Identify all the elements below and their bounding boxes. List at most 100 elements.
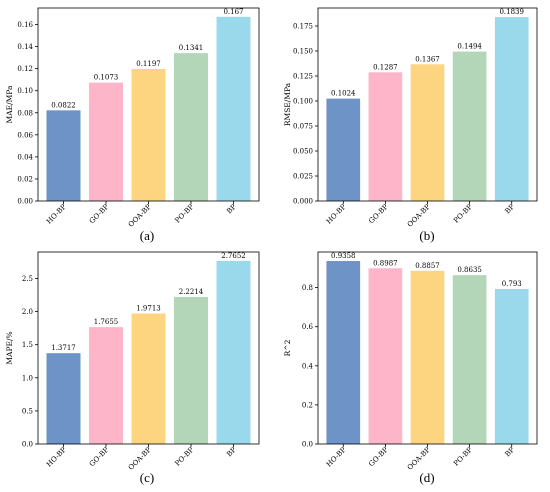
x-tick-label: OOA-BP (406, 446, 432, 472)
x-tick-label: BP (504, 446, 517, 459)
data-label: 0.1197 (136, 60, 161, 68)
panel-label: (c) (140, 470, 154, 485)
y-tick-label: 0.0 (302, 441, 313, 449)
y-tick-label: 1.5 (22, 341, 33, 349)
bar-ho-bp (326, 261, 361, 444)
bar-bp (216, 260, 251, 444)
x-tick-label: GO-BP (88, 203, 111, 226)
x-tick-label: PO-BP (174, 446, 196, 468)
y-tick-label: 0.000 (293, 198, 313, 206)
y-tick-label: 0.00 (17, 198, 33, 206)
y-tick-label: 0.4 (302, 362, 314, 370)
y-tick-label: 0.025 (293, 173, 313, 181)
data-label: 0.1367 (415, 55, 440, 63)
data-label: 0.1839 (499, 8, 524, 16)
bar-ho-bp (46, 110, 81, 201)
x-tick-label: HO-BP (45, 203, 68, 226)
data-label: 1.9713 (136, 304, 161, 312)
y-tick-label: 0.04 (17, 153, 33, 161)
data-label: 0.8857 (415, 262, 440, 270)
data-label: 0.0822 (51, 101, 76, 109)
y-tick-label: 0.175 (293, 23, 313, 31)
y-tick-label: 0.5 (22, 407, 33, 415)
y-tick-label: 0.12 (17, 65, 33, 73)
bar-po-bp (452, 275, 487, 444)
bar-ooa-bp (131, 313, 166, 444)
data-label: 0.1024 (331, 90, 356, 98)
x-tick-label: BP (225, 446, 238, 459)
y-tick-label: 0.10 (17, 87, 33, 95)
y-tick-label: 0.16 (17, 21, 33, 29)
bar-bp (494, 17, 529, 201)
y-tick-label: 0.8 (302, 284, 313, 292)
x-tick-label: BP (504, 203, 517, 216)
data-label: 0.9358 (331, 252, 356, 260)
y-axis-label: MAE/MPa (5, 85, 14, 123)
y-tick-label: 0.14 (17, 43, 33, 51)
data-label: 2.2214 (179, 288, 204, 296)
x-tick-label: HO-BP (325, 446, 348, 469)
bar-go-bp (368, 268, 403, 444)
chart-panel-2: 1.3717 HO-BP 1.7655 GO-BP 1.9713 OOA-BP 2.2214… (5, 251, 260, 485)
x-tick-label: GO-BP (367, 203, 390, 226)
chart-panel-0: 0.0822 HO-BP 0.1073 GO-BP 0.1197 OOA-BP 0.1341… (5, 7, 260, 243)
y-axis-label: MAPE/% (5, 331, 14, 364)
bar-ho-bp (46, 353, 81, 444)
data-label: 0.1073 (94, 74, 119, 82)
bar-go-bp (368, 72, 403, 201)
bar-po-bp (452, 51, 487, 201)
y-tick-label: 0.2 (302, 401, 313, 409)
y-tick-label: 2.0 (22, 308, 33, 316)
data-label: 0.8987 (373, 259, 398, 267)
data-label: 2.7652 (221, 252, 246, 260)
panel-label: (a) (140, 228, 154, 243)
y-tick-label: 0.100 (293, 98, 313, 106)
x-tick-label: BP (225, 203, 238, 216)
x-tick-label: PO-BP (452, 446, 474, 468)
y-tick-label: 2.5 (22, 275, 33, 283)
y-tick-label: 0.0 (22, 441, 33, 449)
data-label: 1.7655 (94, 318, 119, 326)
data-label: 0.1287 (373, 63, 398, 71)
bar-ooa-bp (131, 68, 166, 201)
panel-label: (d) (419, 470, 434, 485)
y-tick-label: 0.075 (293, 123, 313, 131)
y-tick-label: 0.150 (293, 48, 313, 56)
data-label: 0.793 (502, 280, 522, 288)
bar-ooa-bp (410, 270, 445, 444)
y-tick-label: 1.0 (22, 374, 33, 382)
bar-go-bp (89, 82, 123, 201)
y-axis-label: R^2 (283, 339, 292, 356)
data-label: 1.3717 (51, 344, 76, 352)
y-tick-label: 0.02 (17, 175, 33, 183)
y-tick-label: 0.125 (293, 73, 313, 81)
chart-panel-1: 0.1024 HO-BP 0.1287 GO-BP 0.1367 OOA-BP 0.1494… (283, 7, 538, 243)
y-axis-label: RMSE/MPa (283, 82, 292, 126)
x-tick-label: HO-BP (325, 203, 348, 226)
bar-ooa-bp (410, 64, 445, 201)
y-tick-label: 0.6 (302, 323, 314, 331)
y-tick-label: 0.050 (293, 148, 313, 156)
data-label: 0.1494 (457, 43, 482, 51)
data-label: 0.8635 (457, 266, 482, 274)
x-tick-label: OOA-BP (127, 203, 153, 229)
bar-go-bp (89, 327, 123, 444)
chart-panel-3: 0.9358 HO-BP 0.8987 GO-BP 0.8857 OOA-BP 0.8635… (283, 251, 538, 485)
x-tick-label: GO-BP (367, 446, 390, 469)
panel-label: (b) (419, 228, 434, 243)
y-tick-label: 0.06 (17, 131, 33, 139)
bar-bp (216, 16, 251, 201)
x-tick-label: HO-BP (45, 446, 68, 469)
bar-ho-bp (326, 98, 361, 201)
bar-bp (494, 288, 529, 444)
y-tick-label: 0.08 (17, 109, 33, 117)
data-label: 0.167 (223, 8, 243, 16)
x-tick-label: GO-BP (88, 446, 111, 469)
x-tick-label: PO-BP (452, 203, 474, 225)
bar-po-bp (174, 53, 208, 201)
x-tick-label: PO-BP (174, 203, 196, 225)
bar-po-bp (174, 296, 208, 444)
x-tick-label: OOA-BP (127, 446, 153, 472)
x-tick-label: OOA-BP (406, 203, 432, 229)
